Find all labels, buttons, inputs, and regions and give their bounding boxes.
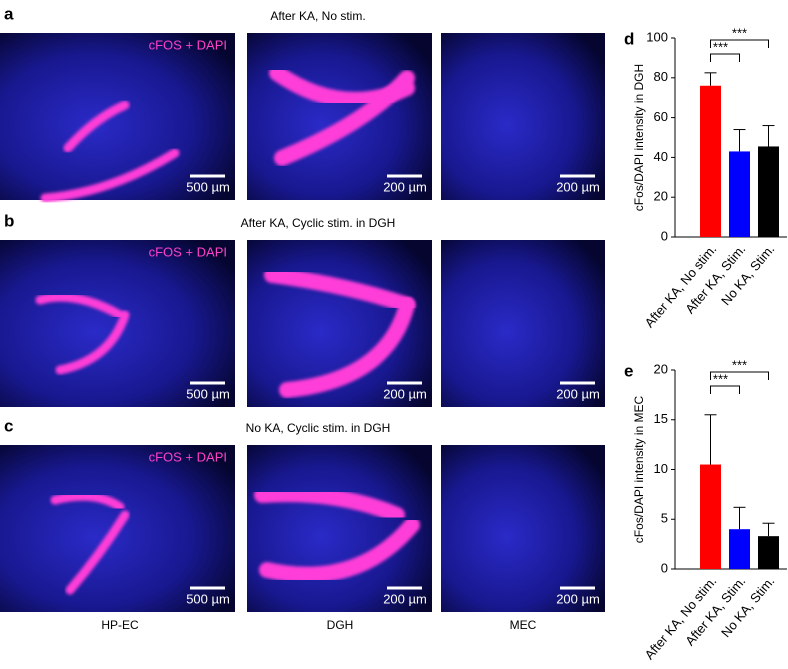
column-label: DGH <box>327 618 354 632</box>
row-title: After KA, Cyclic stim. in DGH <box>241 216 396 230</box>
significance-label: *** <box>713 39 728 54</box>
y-axis-label: cFos/DAPI intensity in DGH <box>632 64 646 211</box>
panel-label: b <box>4 211 14 230</box>
y-tick-label: 40 <box>654 149 668 164</box>
cfos-signal <box>50 491 125 512</box>
significance-bracket <box>710 39 769 48</box>
bar <box>758 146 779 237</box>
significance-bracket <box>710 53 740 62</box>
significance-bracket <box>710 371 769 380</box>
micrograph <box>247 33 432 200</box>
scale-bar-label: 200 µm <box>383 386 427 401</box>
cfos-signal <box>264 267 415 313</box>
stain-label: cFOS + DAPI <box>149 449 227 464</box>
cfos-signal <box>63 100 130 153</box>
stain-label: cFOS + DAPI <box>149 37 227 52</box>
scale-bar-label: 200 µm <box>556 591 600 606</box>
scale-bar-label: 500 µm <box>186 386 230 401</box>
y-tick-label: 5 <box>661 511 668 526</box>
cfos-signal <box>259 517 420 583</box>
cfos-signal <box>65 510 130 595</box>
y-axis-label: cFos/DAPI intensity in MEC <box>632 395 646 543</box>
y-tick-label: 80 <box>654 69 668 84</box>
y-tick-label: 15 <box>654 411 668 426</box>
scale-bar-label: 500 µm <box>186 179 230 194</box>
row-title: No KA, Cyclic stim. in DGH <box>246 421 391 435</box>
scale-bar-label: 200 µm <box>383 591 427 606</box>
y-tick-label: 0 <box>661 228 668 243</box>
bar <box>758 536 779 569</box>
y-tick-label: 0 <box>661 560 668 575</box>
bar <box>700 85 721 237</box>
stain-label: cFOS + DAPI <box>149 244 227 259</box>
panel-label: a <box>4 4 14 23</box>
column-label: MEC <box>510 618 537 632</box>
y-tick-label: 20 <box>654 189 668 204</box>
panel-label: e <box>624 361 633 380</box>
panel-label: c <box>4 416 13 435</box>
cfos-signal <box>55 310 130 375</box>
bar <box>729 151 750 237</box>
panel-label: d <box>624 29 634 48</box>
significance-label: *** <box>713 371 728 386</box>
cfos-signal <box>279 297 415 398</box>
micrograph <box>441 240 605 407</box>
cfos-signal <box>274 70 415 166</box>
bar <box>729 529 750 569</box>
column-label: HP-EC <box>101 618 139 632</box>
micrograph <box>441 445 605 612</box>
cfos-signal <box>40 148 180 203</box>
scale-bar-label: 200 µm <box>556 386 600 401</box>
y-tick-label: 60 <box>654 109 668 124</box>
scale-bar-label: 200 µm <box>383 179 427 194</box>
bar <box>700 464 721 569</box>
significance-bracket <box>710 385 740 394</box>
y-tick-label: 100 <box>646 29 668 44</box>
significance-label: *** <box>732 357 747 372</box>
significance-label: *** <box>732 25 747 40</box>
cfos-signal <box>254 486 405 523</box>
scale-bar-label: 200 µm <box>556 179 600 194</box>
y-tick-label: 10 <box>654 461 668 476</box>
micrograph <box>0 33 235 200</box>
scale-bar-label: 500 µm <box>186 591 230 606</box>
row-title: After KA, No stim. <box>270 9 365 23</box>
micrograph <box>441 33 605 200</box>
y-tick-label: 20 <box>654 361 668 376</box>
cfos-signal <box>35 292 125 320</box>
